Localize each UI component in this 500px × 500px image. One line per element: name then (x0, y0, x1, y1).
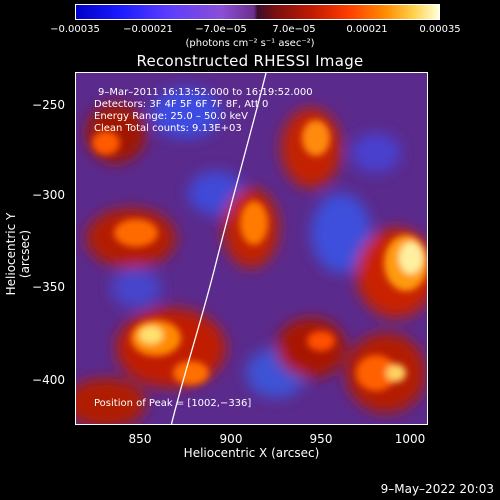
colorbar-tick: −0.00035 (50, 24, 100, 35)
image-canvas (76, 73, 427, 424)
annotation-clean-counts: Clean Total counts: 9.13E+03 (94, 123, 242, 134)
colorbar-tick: 0.00021 (346, 24, 388, 35)
x-tick-label: 850 (128, 432, 152, 446)
colorbar-tick: −0.00021 (123, 24, 173, 35)
annotation-energy-range: Energy Range: 25.0 – 50.0 keV (94, 111, 248, 122)
annotation-detectors: Detectors: 3F 4F 5F 6F 7F 8F, Att 0 (94, 99, 269, 110)
x-tick-label: 900 (219, 432, 243, 446)
x-tick-label: 1000 (394, 432, 426, 446)
colorbar-unit: (photons cm⁻² s⁻¹ asec⁻²) (185, 38, 315, 49)
solar-limb-line (170, 73, 267, 424)
rhessi-image: 9–Mar–2011 16:13:52.000 to 16:19:52.000 … (75, 72, 428, 425)
annotation-time-range: 9–Mar–2011 16:13:52.000 to 16:19:52.000 (98, 87, 313, 98)
y-tick-label: −250 (32, 98, 65, 112)
y-tick-label: −350 (32, 280, 65, 294)
y-tick-label: −300 (32, 188, 65, 202)
footer-timestamp: 9–May–2022 20:03 (380, 482, 494, 496)
y-axis-label: Heliocentric Y (arcsec) (4, 212, 32, 296)
colorbar-tick: 0.00035 (419, 24, 461, 35)
x-tick-label: 950 (309, 432, 333, 446)
plot-title: Reconstructed RHESSI Image (136, 52, 364, 70)
y-tick-label: −400 (32, 373, 65, 387)
annotation-peak-position: Position of Peak = [1002,−336] (94, 398, 252, 409)
colorbar (75, 4, 440, 20)
colorbar-tick: −7.0e−05 (195, 24, 247, 35)
colorbar-tick: 7.0e−05 (272, 24, 316, 35)
x-axis-label: Heliocentric X (arcsec) (183, 446, 320, 460)
